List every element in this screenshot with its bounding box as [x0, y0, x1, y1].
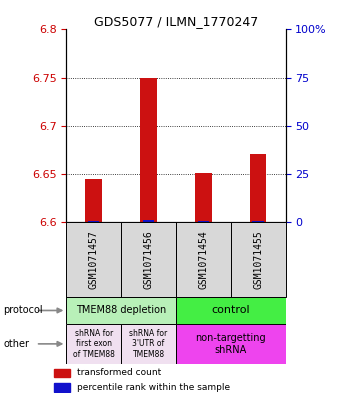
FancyBboxPatch shape [231, 222, 286, 297]
Bar [176, 297, 286, 324]
Bar [250, 154, 267, 222]
Text: GSM1071457: GSM1071457 [89, 230, 99, 289]
Bar [85, 179, 102, 222]
Text: GSM1071455: GSM1071455 [253, 230, 263, 289]
Text: shRNA for
first exon
of TMEM88: shRNA for first exon of TMEM88 [73, 329, 115, 359]
Bar [66, 297, 176, 324]
FancyBboxPatch shape [121, 222, 176, 297]
Text: non-targetting
shRNA: non-targetting shRNA [195, 333, 266, 354]
Text: percentile rank within the sample: percentile rank within the sample [77, 383, 230, 391]
Text: shRNA for
3'UTR of
TMEM88: shRNA for 3'UTR of TMEM88 [130, 329, 168, 359]
Bar [54, 383, 70, 391]
Text: protocol: protocol [3, 305, 43, 316]
Text: GSM1071456: GSM1071456 [143, 230, 154, 289]
Text: TMEM88 depletion: TMEM88 depletion [76, 305, 166, 316]
Bar [198, 221, 209, 222]
Bar [195, 173, 211, 222]
FancyBboxPatch shape [176, 222, 231, 297]
Bar [66, 324, 121, 364]
Bar [88, 221, 100, 222]
Text: GSM1071454: GSM1071454 [198, 230, 208, 289]
Text: other: other [3, 339, 29, 349]
Bar [121, 324, 176, 364]
Bar [54, 369, 70, 377]
FancyBboxPatch shape [66, 222, 121, 297]
Bar [252, 221, 264, 222]
Bar [176, 324, 286, 364]
Text: control: control [211, 305, 250, 316]
Text: transformed count: transformed count [77, 368, 162, 377]
Title: GDS5077 / ILMN_1770247: GDS5077 / ILMN_1770247 [94, 15, 258, 28]
Bar [140, 77, 157, 222]
Bar [143, 220, 154, 222]
